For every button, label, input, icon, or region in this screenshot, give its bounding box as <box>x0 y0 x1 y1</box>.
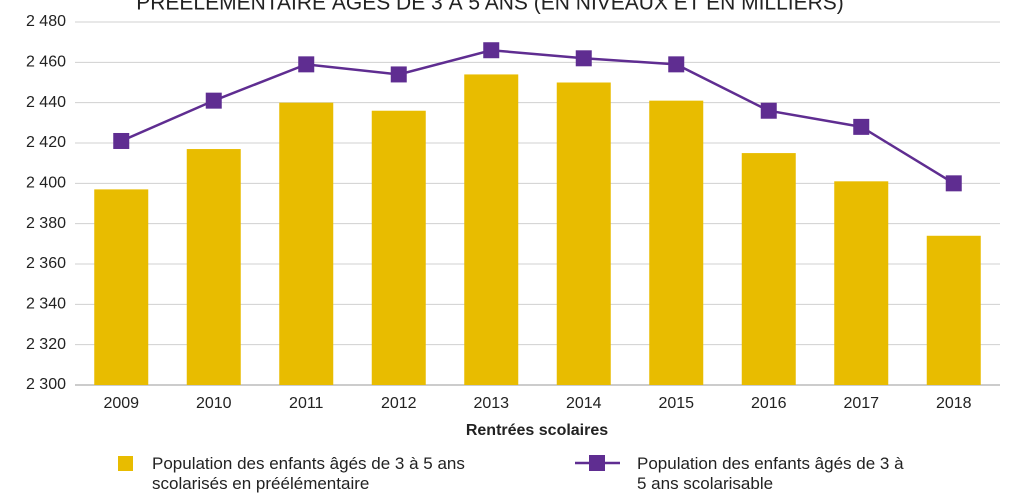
legend-label: Population des enfants âgés de 3 à 5 ans… <box>152 454 465 493</box>
line-marker <box>760 102 777 119</box>
x-tick-label: 2016 <box>751 395 787 412</box>
legend-label: Population des enfants âgés de 3 à 5 ans… <box>637 454 904 493</box>
bar <box>649 100 704 386</box>
chart-title: PRÉÉLÉMENTAIRE ÂGÉS DE 3 À 5 ANS (EN NIV… <box>136 0 844 15</box>
x-tick-label: 2011 <box>289 395 324 412</box>
y-tick-label: 2 440 <box>26 94 66 111</box>
y-tick-label: 2 380 <box>26 215 66 232</box>
bar <box>834 181 889 385</box>
bar <box>371 110 426 385</box>
line <box>120 48 955 185</box>
x-tick-label: 2012 <box>381 395 417 412</box>
y-tick-label: 2 320 <box>26 336 66 353</box>
legend-swatch-bar <box>118 456 133 471</box>
line-marker <box>853 118 870 135</box>
bar <box>926 235 981 385</box>
x-tick-label: 2018 <box>936 395 972 412</box>
bar <box>279 102 334 386</box>
x-tick-label: 2013 <box>473 395 509 412</box>
y-tick-label: 2 360 <box>26 255 66 272</box>
y-tick-label: 2 300 <box>26 376 66 393</box>
line-marker <box>205 92 222 109</box>
line-marker <box>113 132 130 149</box>
line-marker <box>945 175 962 192</box>
x-tick-label: 2014 <box>566 395 602 412</box>
x-tick-label: 2017 <box>843 395 879 412</box>
x-tick-label: 2009 <box>103 395 139 412</box>
bar <box>741 153 796 385</box>
x-tick-label: 2010 <box>196 395 232 412</box>
y-tick-label: 2 460 <box>26 54 66 71</box>
legend-swatch-marker <box>589 455 605 471</box>
line-marker <box>483 42 500 59</box>
y-tick-label: 2 400 <box>26 175 66 192</box>
bar <box>186 149 241 385</box>
y-tick-label: 2 420 <box>26 134 66 151</box>
bar <box>94 189 149 385</box>
y-tick-label: 2 480 <box>26 13 66 30</box>
line-marker <box>575 50 592 67</box>
line-marker <box>668 56 685 73</box>
line-marker <box>298 56 315 73</box>
x-tick-label: 2015 <box>658 395 694 412</box>
x-axis-label: Rentrées scolaires <box>466 422 608 439</box>
y-tick-label: 2 340 <box>26 296 66 313</box>
line-marker <box>390 66 407 83</box>
bar <box>556 82 611 385</box>
bar <box>464 74 519 385</box>
